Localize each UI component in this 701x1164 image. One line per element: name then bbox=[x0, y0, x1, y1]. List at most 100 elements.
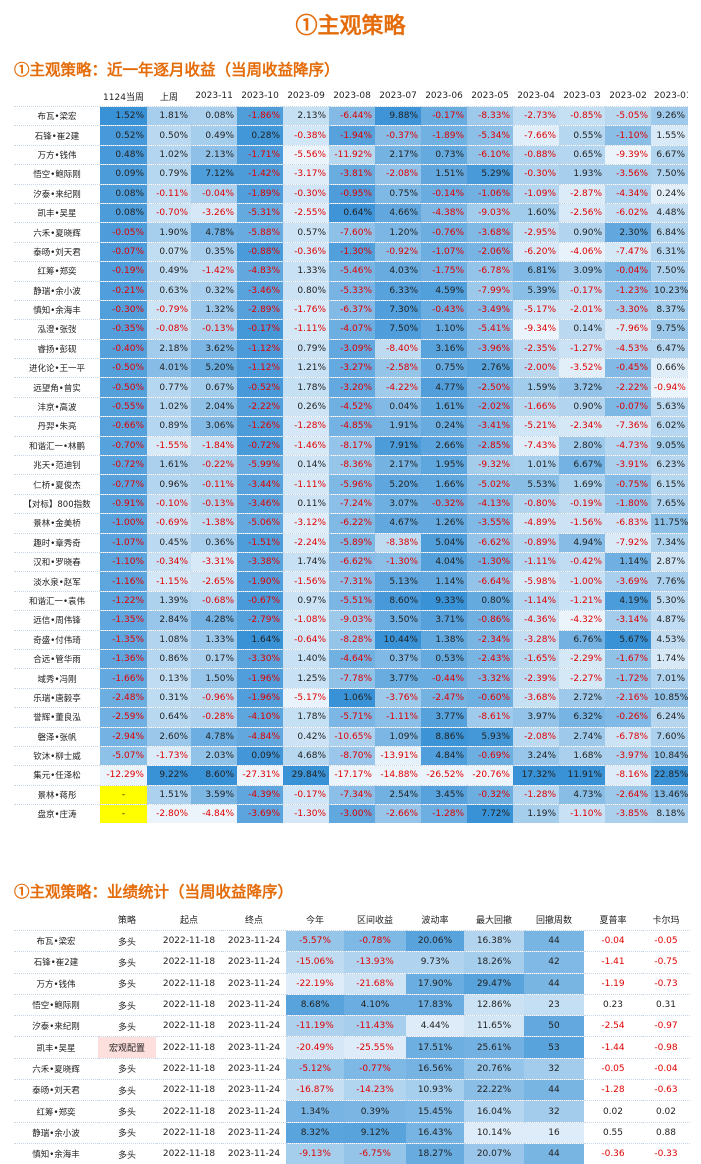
return-cell: -7.92% bbox=[605, 532, 651, 553]
return-cell: -0.92% bbox=[375, 241, 421, 262]
return-cell: -0.95% bbox=[329, 183, 375, 204]
stat-cell: 2023-11-24 bbox=[222, 1100, 286, 1123]
return-cell: -4.34% bbox=[605, 183, 651, 204]
return-cell: -1.55% bbox=[147, 435, 191, 456]
return-cell: -8.28% bbox=[329, 629, 375, 650]
return-cell: -8.61% bbox=[467, 707, 513, 727]
stats-header-1: 策略 bbox=[117, 915, 136, 926]
return-cell: -0.05% bbox=[100, 222, 147, 243]
return-cell: 7.34% bbox=[651, 532, 688, 553]
return-cell: -3.81% bbox=[329, 164, 375, 185]
return-cell: -1.75% bbox=[421, 261, 467, 282]
return-cell: 0.79% bbox=[147, 164, 191, 185]
stat-cell: -11.19% bbox=[286, 1015, 344, 1037]
return-cell: 1.74% bbox=[283, 551, 329, 572]
stat-cell: -13.93% bbox=[344, 951, 406, 974]
table-row: 悟空•鲍际刚 多头 2022-11-18 2023-11-24 8.68% 4.10% 17… bbox=[14, 993, 690, 1016]
return-cell: -12.29% bbox=[100, 765, 147, 786]
return-cell: 0.17% bbox=[191, 648, 237, 669]
stat-cell: -0.73 bbox=[642, 972, 690, 995]
stat-cell: -0.98 bbox=[642, 1036, 690, 1059]
return-cell: -1.56% bbox=[559, 513, 605, 534]
return-cell: -1.12% bbox=[237, 338, 283, 359]
return-cell: 1.91% bbox=[375, 416, 421, 437]
return-cell: -9.34% bbox=[513, 319, 559, 340]
return-cell: -8.17% bbox=[329, 435, 375, 456]
stat-cell: 2023-11-24 bbox=[222, 951, 286, 974]
return-cell: -2.95% bbox=[513, 222, 559, 243]
return-cell: -6.83% bbox=[605, 513, 651, 534]
return-cell: -1.38% bbox=[191, 513, 237, 534]
return-cell: 1.59% bbox=[513, 377, 559, 398]
return-cell: 0.64% bbox=[329, 202, 375, 223]
stat-cell: 2023-11-24 bbox=[222, 1057, 286, 1080]
return-cell: -1.71% bbox=[237, 144, 283, 165]
return-cell: -6.22% bbox=[329, 513, 375, 534]
return-cell: 0.73% bbox=[421, 144, 467, 165]
return-cell: -17.17% bbox=[329, 765, 375, 786]
return-cell: 1.21% bbox=[283, 358, 329, 378]
stat-cell: -21.68% bbox=[344, 972, 406, 995]
return-cell: 1.25% bbox=[283, 668, 329, 689]
return-cell: 0.42% bbox=[283, 726, 329, 747]
table-row: 乐瑞•唐毅亭 -2.48% 0.31% -0.96% -1.96% -5.17% 1.06%… bbox=[14, 687, 688, 708]
stat-cell: 29.47% bbox=[464, 972, 524, 995]
return-cell: -0.17% bbox=[283, 784, 329, 805]
table-row: 红筹•郑奕 -0.19% 0.49% -1.42% -4.83% 1.33% -5.46% 4… bbox=[14, 261, 688, 282]
return-cell: -2.27% bbox=[559, 668, 605, 689]
stat-cell: 2023-11-24 bbox=[222, 929, 286, 952]
stat-cell: 2022-11-18 bbox=[156, 972, 222, 995]
monthly-header-1: 1124当周 bbox=[103, 92, 144, 103]
return-cell: -20.76% bbox=[467, 765, 513, 786]
return-cell: -6.62% bbox=[467, 532, 513, 553]
return-cell: -1.66% bbox=[513, 396, 559, 417]
return-cell: -7.47% bbox=[605, 241, 651, 262]
return-cell: 0.90% bbox=[559, 222, 605, 243]
table-row: 景林•金美桥 -1.00% -0.69% -1.38% -5.06% -3.12% -6.2… bbox=[14, 513, 688, 534]
return-cell: 0.50% bbox=[147, 125, 191, 146]
stat-cell: 16 bbox=[524, 1121, 584, 1144]
return-cell: -1.00% bbox=[100, 513, 147, 534]
return-cell: 1.06% bbox=[329, 687, 375, 708]
stat-cell: 2022-11-18 bbox=[156, 993, 222, 1016]
return-cell: -0.70% bbox=[147, 202, 191, 223]
return-cell: -5.05% bbox=[605, 105, 651, 126]
return-cell: 2.13% bbox=[191, 144, 237, 165]
return-cell: 13.46% bbox=[651, 784, 688, 805]
return-cell: 9.75% bbox=[651, 319, 688, 340]
return-cell: -1.11% bbox=[513, 551, 559, 572]
return-cell: -7.96% bbox=[605, 319, 651, 340]
return-cell: -4.84% bbox=[191, 804, 237, 824]
return-cell: -0.08% bbox=[147, 319, 191, 340]
return-cell: -0.70% bbox=[100, 435, 147, 456]
return-cell: 0.57% bbox=[283, 222, 329, 243]
return-cell: 4.77% bbox=[421, 377, 467, 398]
return-cell: -0.85% bbox=[559, 105, 605, 126]
fund-name: 奇盛•付伟琦 bbox=[14, 629, 100, 650]
return-cell: -2.73% bbox=[513, 105, 559, 126]
fund-name: 钦沐•柳士威 bbox=[14, 745, 100, 766]
return-cell: -1.10% bbox=[559, 804, 605, 824]
return-cell: 9.33% bbox=[421, 590, 467, 611]
return-cell: -1.90% bbox=[237, 571, 283, 592]
return-cell: 6.32% bbox=[559, 707, 605, 727]
return-cell: -0.19% bbox=[559, 493, 605, 514]
return-cell: -6.02% bbox=[605, 202, 651, 223]
table-row: 布瓦•梁宏 1.52% 1.81% 0.08% -1.86% 2.13% -6.44% 9.8… bbox=[14, 105, 688, 126]
return-cell: -1.23% bbox=[605, 280, 651, 301]
return-cell: -3.20% bbox=[329, 377, 375, 398]
return-cell: -0.19% bbox=[100, 261, 147, 282]
return-cell: -8.33% bbox=[467, 105, 513, 126]
return-cell: 2.72% bbox=[559, 687, 605, 708]
table-row: 集元•任泽松 -12.29% 9.22% 8.60% -27.31% 29.84% -17.… bbox=[14, 765, 688, 786]
return-cell: 1.20% bbox=[375, 222, 421, 243]
return-cell: 3.97% bbox=[513, 707, 559, 727]
return-cell: -0.50% bbox=[100, 358, 147, 378]
stat-cell: 53 bbox=[524, 1036, 584, 1059]
table-row: 慎知•余海丰 多头 2022-11-18 2023-11-24 -9.13% -6.75%… bbox=[14, 1142, 690, 1164]
fund-name: 景林•蒋彤 bbox=[14, 784, 100, 805]
return-cell: 3.45% bbox=[421, 784, 467, 805]
stat-cell: 44 bbox=[524, 929, 584, 952]
return-cell: 5.63% bbox=[651, 396, 688, 417]
fund-name: 仁桥•夏俊杰 bbox=[14, 474, 100, 495]
